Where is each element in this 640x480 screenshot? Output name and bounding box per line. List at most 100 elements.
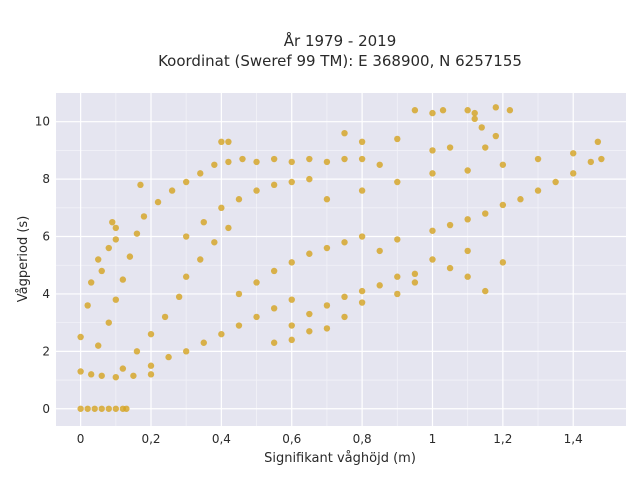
data-point bbox=[394, 236, 401, 243]
data-point bbox=[119, 276, 127, 283]
data-point bbox=[147, 362, 155, 369]
data-point bbox=[288, 178, 295, 186]
data-point bbox=[341, 155, 348, 163]
data-point bbox=[482, 287, 489, 295]
data-point bbox=[95, 256, 102, 263]
data-point bbox=[161, 313, 169, 321]
data-point bbox=[112, 405, 120, 412]
data-point bbox=[288, 322, 295, 329]
chart-title-line-1: År 1979 - 2019 bbox=[284, 31, 397, 50]
x-tick-label: 0,4 bbox=[212, 432, 231, 446]
data-point bbox=[288, 296, 295, 303]
data-point bbox=[552, 178, 559, 186]
data-point bbox=[133, 348, 141, 355]
x-tick-label: 1,2 bbox=[493, 432, 512, 446]
data-point bbox=[112, 296, 120, 303]
data-point bbox=[411, 270, 419, 278]
x-axis-title: Signifikant våghöjd (m) bbox=[264, 451, 416, 466]
y-tick-label: 8 bbox=[42, 172, 50, 186]
data-point bbox=[358, 233, 366, 240]
x-tick-label: 0,2 bbox=[141, 432, 160, 446]
data-point bbox=[471, 115, 478, 123]
data-point bbox=[87, 279, 95, 286]
data-point bbox=[288, 158, 295, 166]
x-tick-label: 0,6 bbox=[282, 432, 301, 446]
data-point bbox=[358, 299, 366, 306]
data-point bbox=[446, 264, 454, 272]
data-point bbox=[341, 313, 348, 321]
data-point bbox=[95, 342, 102, 349]
data-point bbox=[130, 372, 137, 379]
data-point bbox=[112, 236, 120, 243]
data-point bbox=[306, 250, 313, 257]
data-point bbox=[84, 302, 91, 309]
data-point bbox=[98, 267, 105, 275]
data-point bbox=[598, 155, 605, 163]
data-point bbox=[306, 175, 313, 183]
data-point bbox=[394, 135, 401, 143]
data-point bbox=[499, 201, 507, 209]
data-point bbox=[253, 187, 260, 194]
data-point bbox=[225, 138, 232, 146]
data-point bbox=[253, 313, 260, 321]
data-point bbox=[182, 178, 190, 186]
data-point bbox=[105, 405, 112, 412]
data-point bbox=[534, 187, 542, 194]
data-point bbox=[439, 107, 447, 114]
data-point bbox=[225, 224, 232, 232]
data-point bbox=[464, 107, 471, 114]
data-point bbox=[77, 405, 84, 412]
data-point bbox=[464, 216, 471, 223]
data-point bbox=[200, 339, 207, 346]
data-point bbox=[84, 405, 91, 412]
data-point bbox=[306, 328, 313, 335]
data-point bbox=[323, 244, 331, 252]
data-point bbox=[182, 348, 190, 355]
data-point bbox=[587, 158, 595, 166]
data-point bbox=[112, 373, 120, 381]
data-point bbox=[87, 371, 95, 378]
data-point bbox=[358, 138, 366, 146]
data-point bbox=[218, 138, 225, 146]
data-point bbox=[534, 155, 542, 163]
data-point bbox=[517, 196, 524, 203]
x-tick-label: 0,8 bbox=[353, 432, 372, 446]
data-point bbox=[429, 256, 436, 263]
data-point bbox=[499, 259, 507, 266]
y-tick-label: 0 bbox=[42, 402, 50, 416]
data-point bbox=[429, 227, 436, 234]
data-point bbox=[165, 353, 172, 361]
data-point bbox=[175, 293, 183, 301]
data-point bbox=[306, 310, 313, 318]
data-point bbox=[211, 239, 218, 246]
x-tick-labels: 0 0,2 0,4 0,6 0,8 1 1,2 1,4 bbox=[77, 432, 583, 446]
data-point bbox=[77, 333, 84, 341]
data-point bbox=[323, 196, 331, 203]
scatter-points bbox=[77, 104, 605, 412]
data-point bbox=[394, 178, 401, 186]
data-point bbox=[341, 293, 348, 301]
data-point bbox=[499, 161, 507, 168]
data-point bbox=[341, 239, 348, 246]
data-point bbox=[235, 196, 243, 203]
y-tick-label: 4 bbox=[42, 287, 50, 301]
data-point bbox=[253, 279, 260, 286]
data-point bbox=[482, 144, 489, 151]
data-point bbox=[270, 155, 278, 163]
data-point bbox=[235, 322, 243, 329]
data-point bbox=[411, 279, 419, 286]
data-point bbox=[570, 150, 577, 157]
data-point bbox=[570, 170, 577, 177]
data-point bbox=[492, 132, 500, 140]
data-point bbox=[112, 224, 120, 232]
data-point bbox=[471, 109, 478, 117]
y-tick-label: 2 bbox=[42, 344, 50, 358]
data-point bbox=[376, 247, 383, 255]
data-point bbox=[376, 282, 383, 289]
data-point bbox=[197, 256, 204, 263]
data-point bbox=[288, 259, 295, 266]
data-point bbox=[394, 290, 401, 298]
data-point bbox=[182, 233, 190, 240]
data-point bbox=[270, 305, 278, 312]
data-point bbox=[492, 104, 500, 111]
